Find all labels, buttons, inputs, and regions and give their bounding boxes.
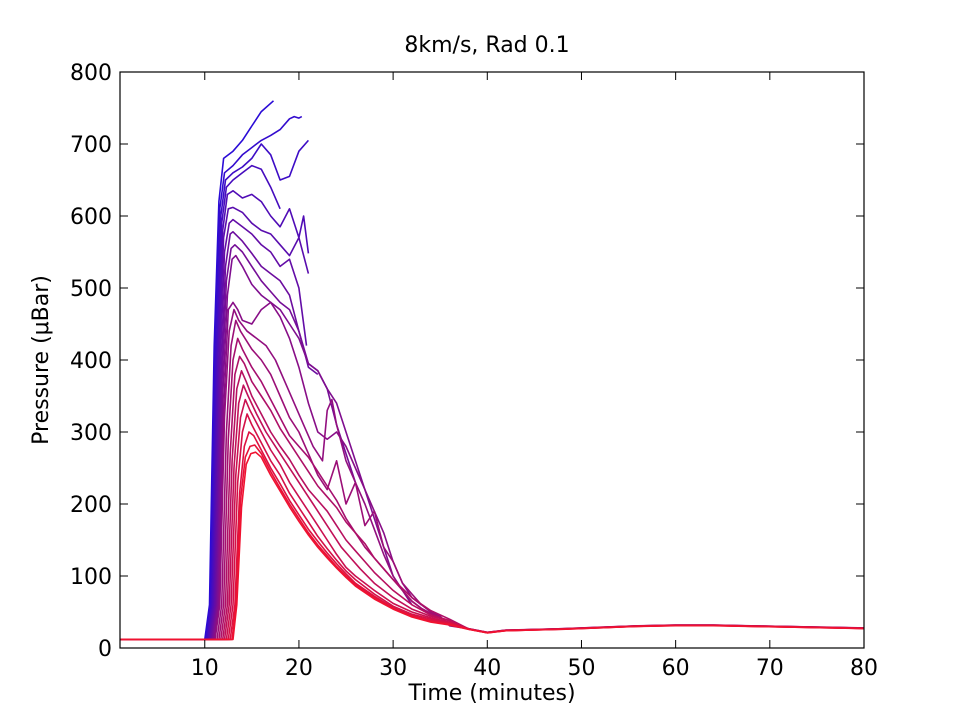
x-axis-label: Time (minutes) bbox=[407, 681, 575, 706]
series-line-12 bbox=[120, 308, 432, 641]
series-group bbox=[120, 100, 865, 641]
chart-title: 8km/s, Rad 0.1 bbox=[404, 33, 569, 58]
series-line-2 bbox=[120, 115, 303, 641]
y-tick-label: 200 bbox=[70, 493, 112, 518]
y-tick-label: 0 bbox=[98, 637, 112, 662]
series-line-4 bbox=[120, 164, 281, 641]
series-line-3 bbox=[120, 139, 310, 641]
x-tick-label: 30 bbox=[379, 656, 407, 681]
x-tick-label: 50 bbox=[567, 656, 595, 681]
y-tick-label: 100 bbox=[70, 565, 112, 590]
series-line-11 bbox=[120, 301, 422, 641]
x-tick-label: 10 bbox=[191, 656, 219, 681]
y-tick-label: 700 bbox=[70, 133, 112, 158]
series-line-10 bbox=[120, 254, 413, 641]
y-tick-label: 300 bbox=[70, 421, 112, 446]
y-tick-label: 400 bbox=[70, 349, 112, 374]
series-line-7 bbox=[120, 218, 308, 641]
x-tick-label: 60 bbox=[662, 656, 690, 681]
plot-frame bbox=[119, 71, 865, 649]
series-line-6 bbox=[120, 206, 310, 641]
y-tick-label: 600 bbox=[70, 205, 112, 230]
series-line-5 bbox=[120, 190, 310, 641]
series-line-1 bbox=[120, 100, 275, 641]
y-tick-label: 500 bbox=[70, 277, 112, 302]
series-line-22 bbox=[120, 451, 865, 641]
x-tick-label: 20 bbox=[285, 656, 313, 681]
y-axis-label: Pressure (μBar) bbox=[29, 275, 54, 445]
x-tick-label: 70 bbox=[756, 656, 784, 681]
ticks-group: 10 20 30 40 50 60 70 80010020030040050060070080… bbox=[70, 61, 878, 681]
y-tick-label: 800 bbox=[70, 61, 112, 86]
series-line-8 bbox=[120, 231, 319, 641]
x-tick-label: 40 bbox=[473, 656, 501, 681]
x-tick-label: 80 bbox=[850, 656, 878, 681]
